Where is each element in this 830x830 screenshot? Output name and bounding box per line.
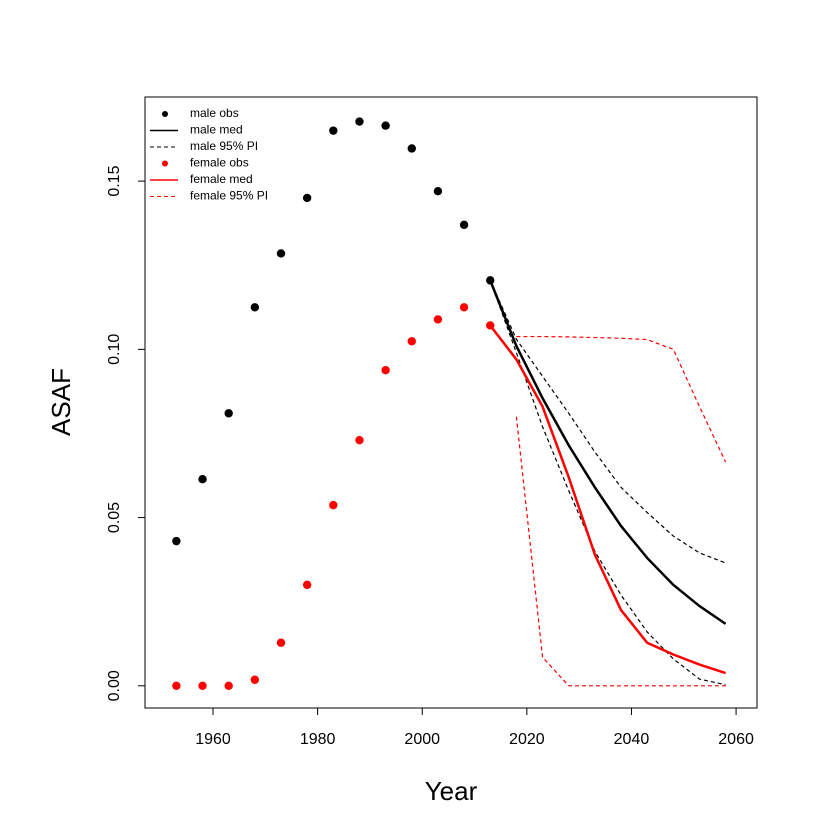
data-point xyxy=(459,220,469,230)
data-point xyxy=(381,366,390,375)
data-point xyxy=(224,409,233,418)
series-line xyxy=(489,324,726,675)
plot-frame xyxy=(144,96,758,709)
data-point xyxy=(172,536,181,546)
data-point xyxy=(459,303,469,312)
legend-marker xyxy=(162,111,168,117)
data-point xyxy=(407,337,416,346)
x-tick-label: 2020 xyxy=(509,731,545,748)
data-point xyxy=(250,675,260,684)
data-point xyxy=(250,303,260,312)
legend-label: female obs xyxy=(190,156,249,170)
legend-label: male 95% PI xyxy=(190,139,258,153)
data-point xyxy=(198,681,207,690)
data-point xyxy=(302,193,312,203)
data-point xyxy=(355,117,364,126)
data-point xyxy=(172,681,181,690)
y-tick-label: 0.00 xyxy=(106,670,123,701)
series-lower-line xyxy=(515,416,726,687)
data-point xyxy=(329,126,338,135)
x-tick-label: 2000 xyxy=(404,731,440,748)
x-tick-label: 2060 xyxy=(718,731,754,748)
legend-marker xyxy=(162,160,168,167)
series-line xyxy=(489,280,726,564)
data-point xyxy=(224,681,233,690)
data-point xyxy=(198,475,207,484)
data-point xyxy=(276,638,286,647)
data-point xyxy=(329,500,338,510)
x-tick-label: 1960 xyxy=(195,731,231,748)
data-point xyxy=(381,121,390,130)
series-line xyxy=(516,335,727,463)
data-point xyxy=(302,580,312,590)
x-tick-label: 2040 xyxy=(614,731,650,748)
y-tick-label: 0.10 xyxy=(106,334,123,365)
data-point xyxy=(276,249,286,258)
series-lower-line xyxy=(489,280,726,686)
legend-label: male med xyxy=(190,123,243,137)
data-point xyxy=(433,315,443,324)
x-axis-label: Year xyxy=(425,776,478,806)
legend-label: female med xyxy=(190,172,253,186)
data-point xyxy=(433,187,443,196)
y-tick-label: 0.05 xyxy=(106,502,123,533)
y-tick-label: 0.15 xyxy=(106,165,123,196)
legend-label: female 95% PI xyxy=(190,189,268,203)
data-point xyxy=(355,435,364,445)
legend-label: male obs xyxy=(190,106,239,120)
y-axis-label: ASAF xyxy=(46,368,76,436)
x-tick-label: 1980 xyxy=(300,731,336,748)
data-point xyxy=(407,144,416,153)
series-line xyxy=(489,279,727,625)
